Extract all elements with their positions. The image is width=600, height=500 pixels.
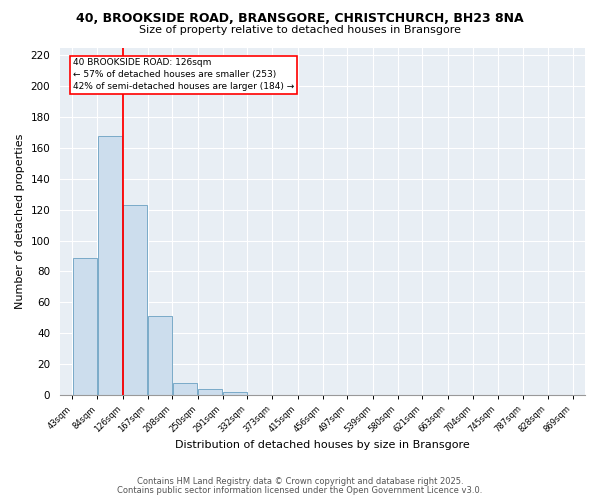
X-axis label: Distribution of detached houses by size in Bransgore: Distribution of detached houses by size … [175, 440, 470, 450]
Bar [223, 392, 247, 395]
Bar [98, 136, 122, 395]
Text: 40 BROOKSIDE ROAD: 126sqm
← 57% of detached houses are smaller (253)
42% of semi: 40 BROOKSIDE ROAD: 126sqm ← 57% of detac… [73, 58, 294, 91]
Bar [198, 389, 223, 395]
Bar [123, 205, 147, 395]
Text: Size of property relative to detached houses in Bransgore: Size of property relative to detached ho… [139, 25, 461, 35]
Bar [173, 382, 197, 395]
Text: 40, BROOKSIDE ROAD, BRANSGORE, CHRISTCHURCH, BH23 8NA: 40, BROOKSIDE ROAD, BRANSGORE, CHRISTCHU… [76, 12, 524, 26]
Text: Contains public sector information licensed under the Open Government Licence v3: Contains public sector information licen… [118, 486, 482, 495]
Bar [148, 316, 172, 395]
Text: Contains HM Land Registry data © Crown copyright and database right 2025.: Contains HM Land Registry data © Crown c… [137, 478, 463, 486]
Bar [73, 258, 97, 395]
Y-axis label: Number of detached properties: Number of detached properties [15, 134, 25, 309]
